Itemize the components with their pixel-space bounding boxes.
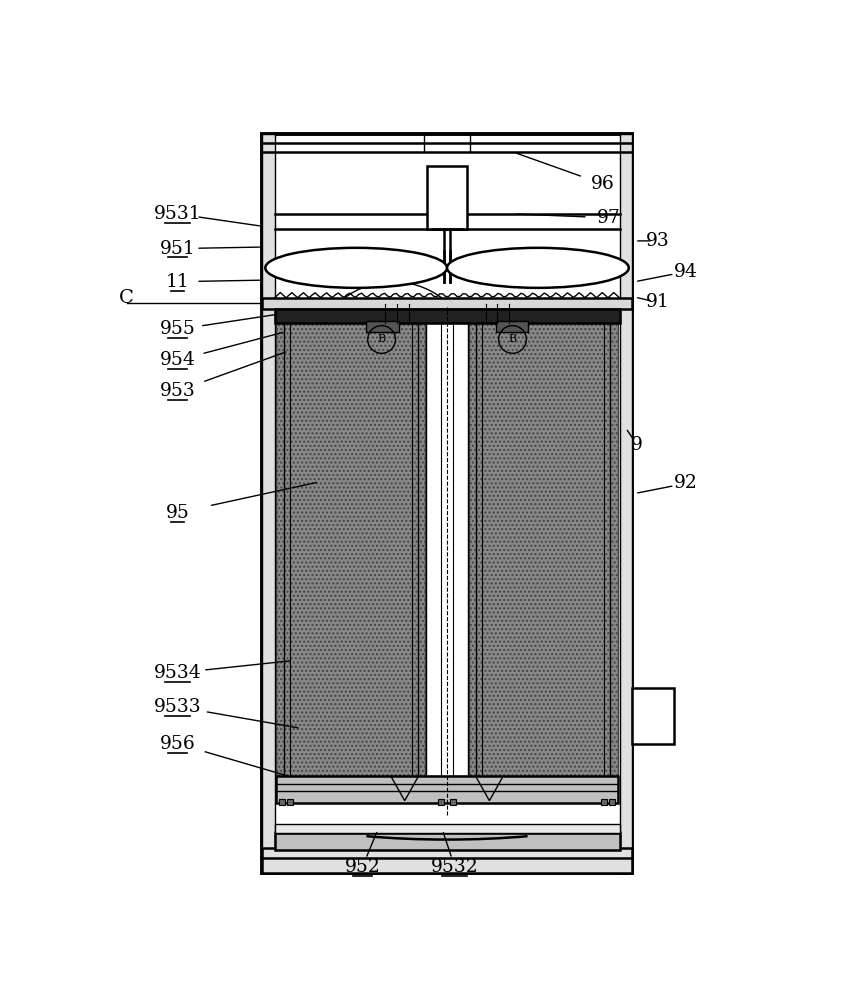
Bar [275, 833, 620, 850]
Bar [276, 776, 618, 803]
Bar [275, 824, 620, 833]
Ellipse shape [265, 248, 447, 288]
Text: 97: 97 [597, 209, 621, 227]
Text: 9534: 9534 [153, 664, 201, 682]
Text: 11: 11 [165, 273, 189, 291]
Text: 91: 91 [646, 293, 670, 311]
Bar [275, 309, 620, 323]
Bar [263, 298, 632, 309]
Ellipse shape [447, 248, 629, 288]
Bar [263, 848, 632, 873]
Bar [496, 321, 528, 332]
Bar [437, 799, 444, 805]
Bar [632, 688, 674, 744]
Text: 9: 9 [631, 436, 643, 454]
Text: 956: 956 [159, 735, 195, 753]
Text: 9533: 9533 [154, 698, 201, 716]
Bar [620, 134, 632, 873]
Text: C: C [120, 289, 134, 307]
Bar [468, 323, 618, 776]
Text: 9531: 9531 [154, 205, 201, 223]
Text: 952: 952 [344, 858, 381, 876]
Bar [427, 166, 467, 229]
Bar [366, 321, 399, 332]
Text: 951: 951 [159, 240, 195, 258]
Text: 954: 954 [159, 351, 195, 369]
Bar [279, 799, 285, 805]
Text: 9532: 9532 [430, 858, 479, 876]
Text: 955: 955 [159, 320, 195, 338]
Text: 95: 95 [165, 504, 189, 522]
Bar [263, 134, 275, 873]
Bar [609, 799, 615, 805]
Text: B: B [377, 334, 386, 344]
Bar [426, 323, 468, 776]
Text: 94: 94 [674, 263, 697, 281]
Bar [450, 799, 456, 805]
Bar [287, 799, 293, 805]
Bar [263, 134, 632, 873]
Text: 96: 96 [591, 175, 615, 193]
Bar [276, 323, 425, 776]
Text: B: B [509, 334, 517, 344]
Bar [601, 799, 607, 805]
Text: 92: 92 [674, 474, 697, 492]
Text: 93: 93 [646, 232, 670, 250]
Text: 953: 953 [159, 382, 195, 400]
